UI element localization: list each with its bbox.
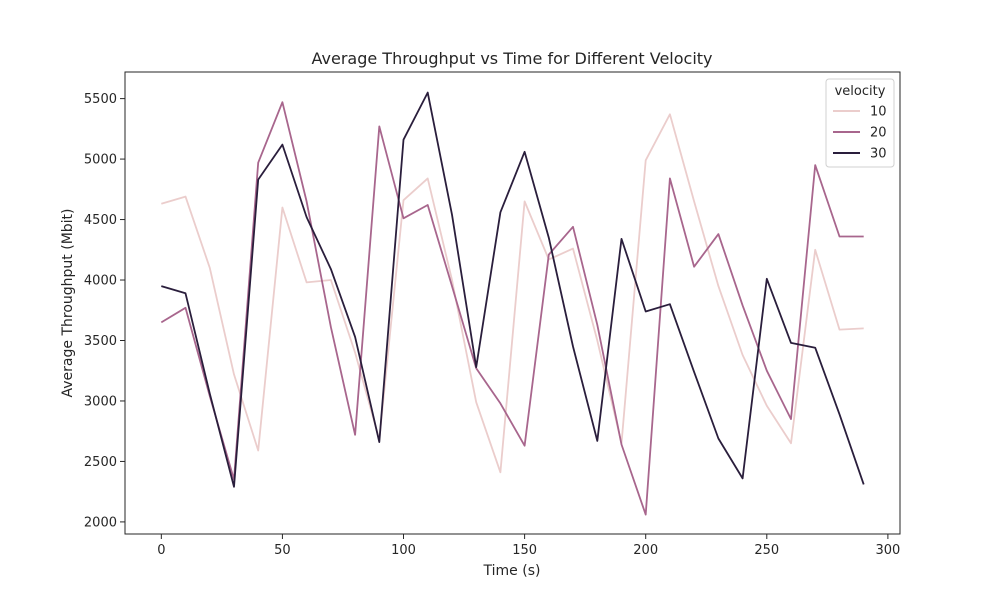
x-tick-label-2: 100 — [391, 543, 416, 558]
series-line-20 — [160, 101, 864, 516]
x-tick-label-0: 0 — [157, 543, 165, 558]
legend-label-10: 10 — [870, 105, 887, 120]
y-tick-label-0: 2000 — [84, 515, 117, 530]
legend-box — [825, 78, 895, 168]
legend-label-20: 20 — [870, 126, 887, 141]
y-tick-label-7: 5500 — [84, 92, 117, 107]
legend-items: 10 20 30 — [833, 105, 887, 162]
y-tick-label-5: 4500 — [84, 213, 117, 228]
legend-title: velocity — [835, 84, 886, 99]
x-tick-label-5: 250 — [754, 543, 779, 558]
y-axis: 2000 2500 3000 3500 4000 4500 5000 5500 — [84, 92, 125, 530]
y-tick-label-6: 5000 — [84, 153, 117, 168]
x-axis-label: Time (s) — [483, 563, 541, 579]
y-tick-label-4: 4000 — [84, 274, 117, 289]
x-tick-label-3: 150 — [512, 543, 537, 558]
y-tick-label-1: 2500 — [84, 455, 117, 470]
legend: velocity 10 20 30 — [825, 78, 895, 168]
chart-title: Average Throughput vs Time for Different… — [312, 49, 713, 68]
x-tick-label-1: 50 — [274, 543, 291, 558]
y-axis-label: Average Throughput (Mbit) — [60, 209, 76, 398]
y-tick-label-2: 3000 — [84, 394, 117, 409]
x-axis: 0 50 100 150 200 250 300 — [157, 534, 900, 558]
series-line-30 — [161, 91, 865, 488]
series-line-10 — [161, 113, 864, 474]
series-layer — [160, 91, 865, 516]
y-tick-label-3: 3500 — [84, 334, 117, 349]
x-tick-label-4: 200 — [633, 543, 658, 558]
legend-label-30: 30 — [870, 147, 887, 162]
plot-frame — [124, 71, 901, 535]
x-tick-label-6: 300 — [875, 543, 900, 558]
